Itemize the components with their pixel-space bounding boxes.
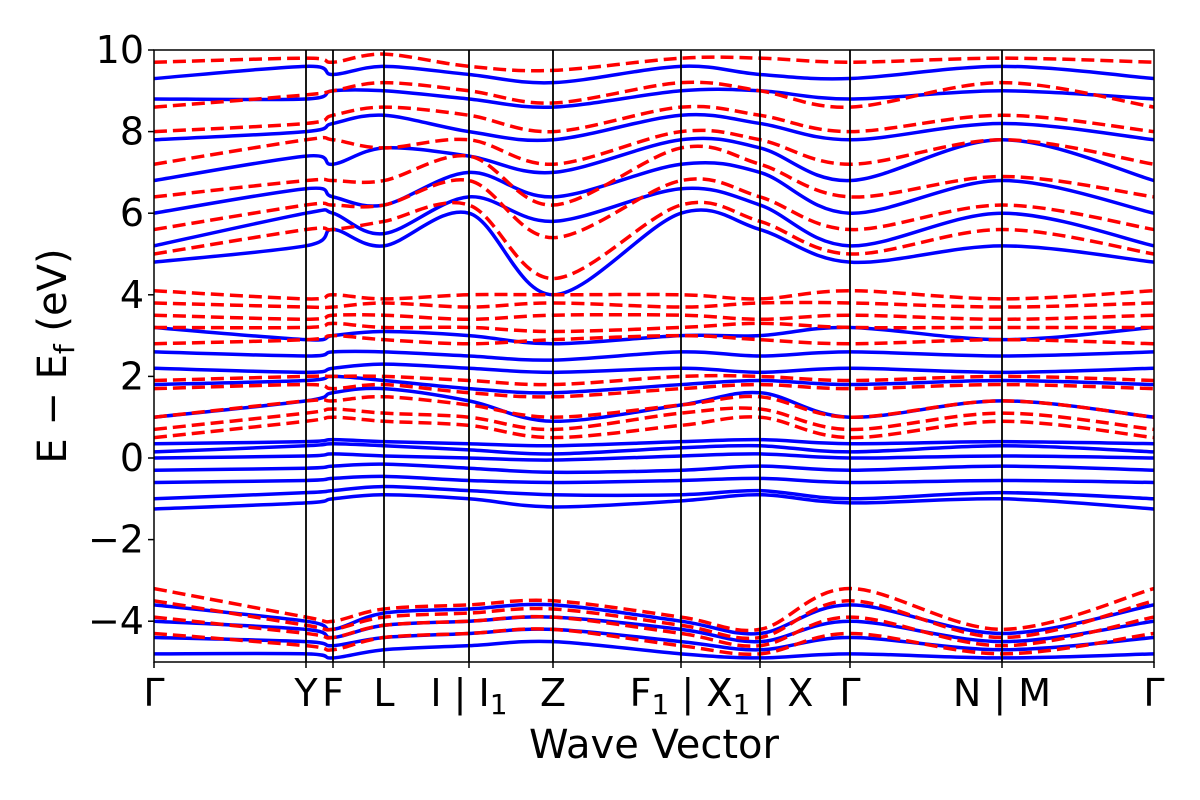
dashed-band-14	[154, 200, 1154, 281]
solid-band-16	[154, 208, 1154, 297]
solid-band-20	[154, 112, 1154, 143]
dashed-band-10	[154, 586, 1154, 633]
band-lines	[154, 52, 1154, 660]
dashed-band-13	[154, 627, 1154, 656]
dashed-band-20	[154, 52, 1154, 73]
x-tick-label: Z	[540, 671, 566, 715]
dashed-band-9	[154, 288, 1154, 301]
y-axis: −4 −2 0 2 4 6 8 10	[88, 28, 154, 643]
solid-band-18	[154, 160, 1154, 215]
y-tick-label: −2	[88, 518, 144, 562]
solid-band-17	[154, 186, 1154, 248]
y-tick-label: −4	[88, 599, 144, 643]
solid-band-2	[154, 474, 1154, 485]
solid-band-4	[154, 452, 1154, 462]
solid-band-19	[154, 136, 1154, 183]
dashed-band-8	[154, 300, 1154, 310]
dashed-band-7	[154, 312, 1154, 322]
kpoint-dividers	[305, 50, 1003, 662]
solid-band-5	[154, 441, 1154, 456]
x-tick-label: Y	[293, 671, 318, 715]
solid-band-1	[154, 484, 1154, 501]
dashed-band-11	[154, 599, 1154, 641]
dashed-band-2	[154, 394, 1154, 419]
x-tick-label: Γ	[143, 671, 164, 715]
dashed-band-15	[154, 177, 1154, 240]
solid-band-14	[154, 627, 1154, 652]
x-tick-label: F1 | X	[630, 671, 733, 721]
x-tick-label: L	[373, 671, 394, 715]
solid-band-15	[154, 639, 1154, 660]
solid-band-22	[154, 64, 1154, 85]
x-tick-label: N | M	[953, 671, 1051, 716]
dashed-band-5	[154, 333, 1154, 346]
dashed-band-4	[154, 373, 1154, 387]
solid-band-9	[154, 362, 1154, 375]
y-tick-label: 2	[120, 354, 144, 398]
y-tick-label: 6	[120, 191, 144, 235]
solid-band-6	[154, 437, 1154, 448]
dashed-band-1	[154, 406, 1154, 432]
dashed-band-0	[154, 415, 1154, 440]
x-tick-label: I | I1	[430, 671, 507, 721]
dashed-band-18	[154, 104, 1154, 134]
dashed-band-19	[154, 80, 1154, 109]
y-tick-label: 10	[96, 28, 144, 72]
x-tick-label: X1 | X	[707, 671, 814, 721]
x-axis-title: Wave Vector	[529, 722, 780, 768]
y-axis-title: E − Ef (eV)	[30, 248, 81, 463]
x-tick-label: Γ	[1143, 671, 1164, 715]
y-tick-label: 0	[120, 436, 144, 480]
solid-band-21	[154, 87, 1154, 110]
dashed-band-6	[154, 321, 1154, 334]
x-tick-label: Γ	[839, 671, 860, 715]
x-tick-label: F	[322, 671, 344, 715]
plot-frame	[153, 49, 1155, 663]
y-tick-label: 4	[120, 273, 144, 317]
dashed-band-17	[154, 128, 1154, 166]
solid-band-10	[154, 349, 1154, 362]
solid-band-0	[154, 492, 1154, 511]
solid-band-3	[154, 462, 1154, 475]
y-tick-label: 8	[120, 110, 144, 154]
dashed-band-16	[154, 144, 1154, 207]
dashed-band-3	[154, 382, 1154, 399]
dashed-band-12	[154, 614, 1154, 648]
